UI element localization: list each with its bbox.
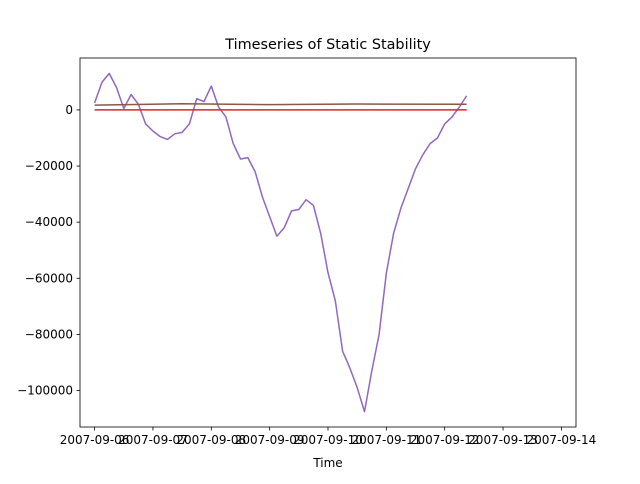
series-line-0 xyxy=(93,72,468,413)
series-line-1 xyxy=(94,102,467,106)
y-tick-label: −80000 xyxy=(25,327,73,341)
x-tick-label: 2007-09-06 xyxy=(60,433,130,447)
y-tick-label: −100000 xyxy=(17,384,73,398)
x-tick-label: 2007-09-12 xyxy=(410,433,480,447)
x-axis: 2007-09-062007-09-072007-09-082007-09-09… xyxy=(60,427,597,447)
y-tick-label: −20000 xyxy=(25,159,73,173)
x-tick-label: 2007-09-07 xyxy=(118,433,188,447)
x-tick-label: 2007-09-11 xyxy=(351,433,421,447)
x-tick-label: 2007-09-10 xyxy=(293,433,363,447)
x-tick-label: 2007-09-08 xyxy=(176,433,246,447)
y-tick-label: −60000 xyxy=(25,271,73,285)
chart-title: Timeseries of Static Stability xyxy=(224,37,431,53)
series-layer xyxy=(93,72,468,413)
x-axis-label: Time xyxy=(312,456,342,470)
x-tick-label: 2007-09-14 xyxy=(527,433,597,447)
y-axis: 0 −20000 −40000 −60000 −80000 −100000 xyxy=(17,103,80,398)
x-tick-label: 2007-09-09 xyxy=(235,433,305,447)
y-tick-label: −40000 xyxy=(25,215,73,229)
y-tick-label: 0 xyxy=(65,103,73,117)
x-tick-label: 2007-09-13 xyxy=(468,433,538,447)
